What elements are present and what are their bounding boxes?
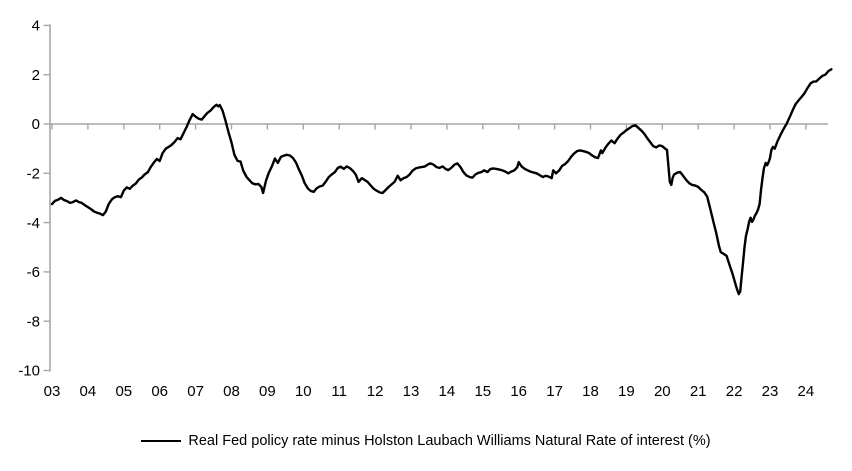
- y-tick-label: -6: [27, 264, 40, 281]
- y-tick-label: -2: [27, 166, 40, 183]
- y-tick-label: 0: [32, 116, 40, 133]
- x-tick-label: 15: [474, 383, 491, 400]
- x-tick-label: 24: [798, 383, 815, 400]
- x-tick-label: 17: [546, 383, 563, 400]
- x-tick-label: 06: [151, 383, 168, 400]
- series-line: [50, 68, 833, 296]
- x-tick-label: 22: [726, 383, 743, 400]
- x-tick-label: 09: [259, 383, 276, 400]
- x-tick-label: 21: [690, 383, 707, 400]
- x-tick-label: 08: [223, 383, 240, 400]
- x-tick-label: 16: [510, 383, 527, 400]
- y-tick-label: 4: [32, 18, 40, 35]
- y-tick-label: 2: [32, 67, 40, 84]
- x-tick-label: 03: [44, 383, 61, 400]
- x-tick-label: 07: [187, 383, 204, 400]
- legend: Real Fed policy rate minus Holston Lauba…: [0, 433, 852, 449]
- y-tick-label: -10: [18, 363, 40, 380]
- x-tick-label: 19: [618, 383, 635, 400]
- y-tick-label: -4: [27, 215, 40, 232]
- x-tick-label: 11: [331, 383, 347, 400]
- y-tick-label: -8: [27, 313, 40, 330]
- x-tick-label: 23: [762, 383, 779, 400]
- legend-line-swatch-icon: [141, 439, 182, 443]
- x-tick-label: 14: [439, 383, 456, 400]
- legend-label: Real Fed policy rate minus Holston Lauba…: [188, 433, 711, 449]
- x-tick-label: 04: [80, 383, 97, 400]
- x-tick-label: 20: [654, 383, 671, 400]
- x-tick-label: 12: [367, 383, 384, 400]
- x-tick-label: 10: [295, 383, 312, 400]
- x-tick-label: 05: [115, 383, 132, 400]
- x-tick-label: 13: [403, 383, 420, 400]
- x-tick-label: 18: [582, 383, 599, 400]
